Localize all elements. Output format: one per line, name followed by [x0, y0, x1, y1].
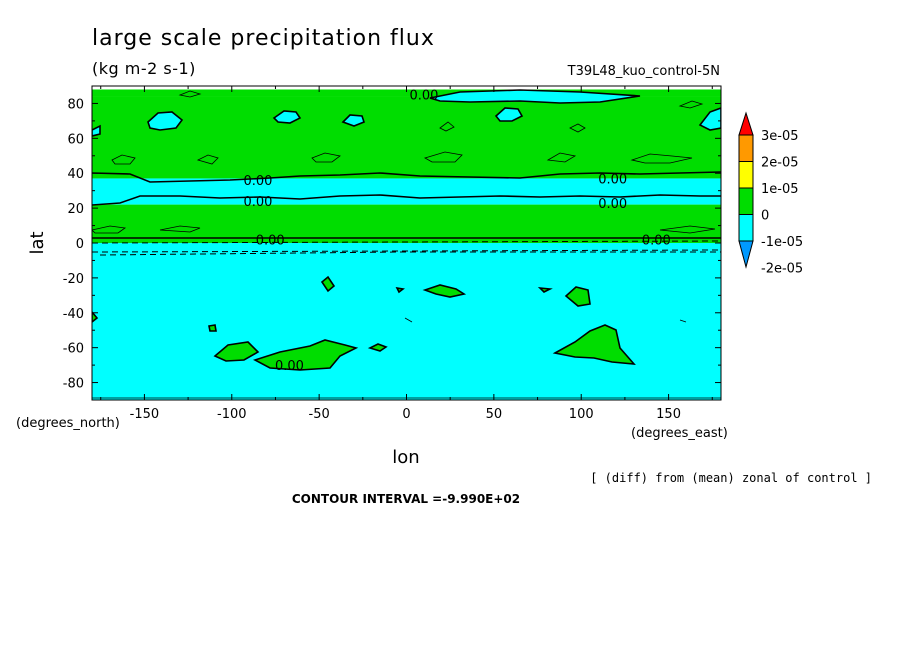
y-tick-label: 60 [67, 132, 84, 147]
colorbar-label: 0 [761, 209, 769, 224]
y-units: (degrees_north) [16, 416, 120, 431]
colorbar-segment [738, 134, 754, 162]
x-tick-label: 0 [402, 407, 410, 422]
green-patch-south-1 [213, 341, 260, 362]
x-units: (degrees_east) [631, 426, 728, 441]
x-tick-label: -100 [217, 407, 247, 422]
contour-20n-band-bottom [92, 194, 721, 206]
cyan-patch-north-3 [341, 114, 365, 127]
colorbar-label: 2e-05 [761, 156, 799, 171]
contour-features [92, 89, 721, 371]
thin-contour-3 [311, 152, 341, 163]
run-label: T39L48_kuo_control-5N [567, 64, 720, 79]
green-patch-south-10 [537, 286, 553, 293]
contour-label: 0.00 [244, 174, 273, 189]
thin-contour-8 [159, 225, 201, 233]
axes: -150 -100 -50 0 50 100 150 80 60 40 20 0 -20 -40 -60 -8… [63, 85, 721, 422]
y-tick-label: -20 [63, 272, 84, 287]
thin-contour-5 [546, 152, 577, 163]
field-band-4 [92, 243, 721, 400]
green-patch-south-9 [92, 310, 99, 324]
cyan-patch-north-6 [92, 124, 101, 137]
x-tick-label: 150 [656, 407, 681, 422]
green-patch-south-8 [208, 324, 217, 332]
contour-40n-band-top [92, 171, 721, 183]
green-patch-south-11 [395, 286, 405, 294]
thin-contour-1 [111, 154, 136, 165]
y-tick-label: -40 [63, 307, 84, 322]
thin-contour-12 [439, 121, 455, 132]
green-patch-south-7 [320, 275, 336, 293]
y-tick-label: 40 [67, 167, 84, 182]
contour-label: 0.00 [256, 234, 285, 249]
chart-units: (kg m-2 s-1) [92, 59, 196, 78]
y-tick-label: 0 [76, 237, 84, 252]
x-axis-title: lon [392, 447, 419, 468]
contour-labels: 0.00 0.00 0.00 0.00 0.00 0.00 0.00 0.00 [244, 89, 671, 374]
thin-contour-9 [659, 225, 716, 234]
field-band-2 [92, 178, 721, 205]
cyan-patch-north-2 [272, 110, 302, 124]
y-tick-label: -80 [63, 377, 84, 392]
green-patch-south-5 [564, 286, 591, 307]
field-band-3 [92, 204, 721, 243]
colorbar-segment [738, 214, 754, 242]
thin-contour-6 [630, 153, 693, 164]
thin-contour-4 [423, 151, 463, 163]
colorbar: 3e-05 2e-05 1e-05 0 -1e-05 -2e-05 [738, 111, 803, 277]
contour-label: 0.00 [598, 172, 627, 187]
footer-note: [ (diff) from (mean) zonal of control ] [590, 471, 872, 485]
thin-contour-15 [679, 319, 687, 323]
contour-interval: CONTOUR INTERVAL =-9.990E+02 [292, 492, 520, 506]
thin-contour-11 [678, 100, 704, 109]
thin-contour-10 [178, 90, 202, 98]
colorbar-label: 1e-05 [761, 182, 799, 197]
contour-label: 0.00 [244, 195, 273, 210]
contour-dash-3 [99, 251, 721, 256]
x-tick-label: -150 [130, 407, 160, 422]
y-tick-label: -60 [63, 342, 84, 357]
green-patch-south-3 [367, 343, 388, 352]
contour-dash-1 [92, 240, 721, 244]
contour-label: 0.00 [409, 89, 438, 104]
colorbar-bottom-arrow [738, 240, 754, 269]
y-axis-title: lat [27, 231, 48, 254]
y-tick-label: 80 [67, 97, 84, 112]
thin-contour-7 [92, 225, 127, 234]
chart-title: large scale precipitation flux [92, 26, 435, 51]
thin-contour-2 [196, 154, 219, 165]
y-tick-label: 20 [67, 202, 84, 217]
field-band-0 [92, 89, 721, 97]
thin-contour-13 [569, 123, 586, 133]
colorbar-label: -2e-05 [761, 262, 803, 277]
contour-label: 0.00 [275, 359, 304, 374]
colorbar-label: 3e-05 [761, 129, 799, 144]
contour-label: 0.00 [598, 197, 627, 212]
cyan-patch-north-4 [494, 107, 524, 122]
green-patch-south-4 [552, 324, 636, 365]
contour-dash-2 [92, 249, 721, 253]
colorbar-top-arrow [738, 111, 754, 136]
green-patch-south-6 [422, 284, 467, 298]
plot-area: 0.00 0.00 0.00 0.00 0.00 0.00 0.00 0.00 [92, 89, 721, 400]
colorbar-label: -1e-05 [761, 235, 803, 250]
field-bands [92, 89, 721, 400]
colorbar-segment [738, 161, 754, 189]
cyan-patch-north-edge [429, 89, 641, 104]
cyan-patch-north-5 [698, 107, 721, 131]
x-tick-label: -50 [309, 407, 330, 422]
x-tick-label: 100 [569, 407, 594, 422]
cyan-patch-north-1 [147, 111, 184, 131]
x-tick-label: 50 [486, 407, 503, 422]
colorbar-segment [738, 187, 754, 215]
contour-label: 0.00 [642, 234, 671, 249]
green-patch-south-2 [252, 339, 359, 371]
field-band-1 [92, 96, 721, 179]
thin-contour-14 [404, 317, 413, 323]
